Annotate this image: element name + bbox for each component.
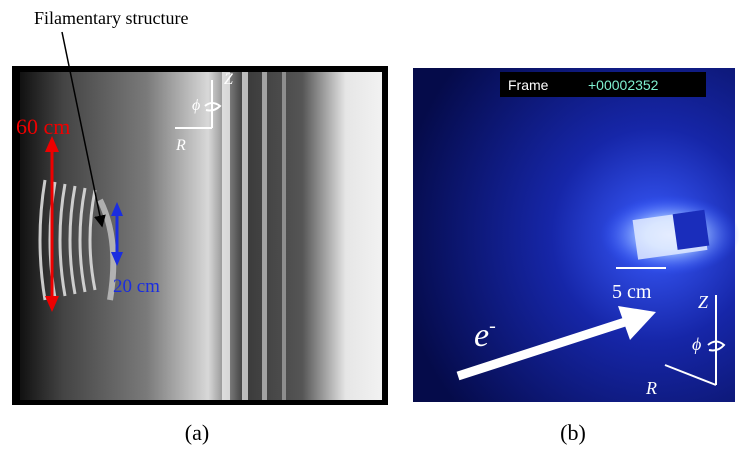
figure: 60 cm 20 cm Z ϕ R Filamentary structure …: [0, 0, 740, 451]
electron-charge: -: [489, 315, 496, 337]
axis-r: R: [175, 137, 186, 154]
electron-symbol: e: [474, 317, 489, 354]
axis-phi: ϕ: [192, 97, 200, 114]
panel-a: 60 cm 20 cm Z ϕ R Filamentary structure …: [12, 8, 388, 445]
axis-phi-b: ϕ: [692, 334, 701, 354]
photo-a: [20, 72, 382, 400]
axis-r-b: R: [645, 378, 657, 398]
axis-z-b: Z: [698, 292, 709, 312]
frame-number: +00002352: [588, 77, 659, 93]
caption-a: (a): [185, 420, 209, 445]
frame-label: Frame: [508, 77, 549, 93]
panel-b: Frame +00002352 5 cm e- Z ϕ R (b): [413, 68, 740, 445]
width-label: 20 cm: [113, 276, 160, 297]
caption-b: (b): [560, 420, 586, 445]
annotation: Filamentary structure: [34, 8, 188, 28]
scale-label: 5 cm: [612, 281, 652, 303]
axis-z: Z: [224, 71, 234, 88]
height-label: 60 cm: [16, 114, 70, 139]
